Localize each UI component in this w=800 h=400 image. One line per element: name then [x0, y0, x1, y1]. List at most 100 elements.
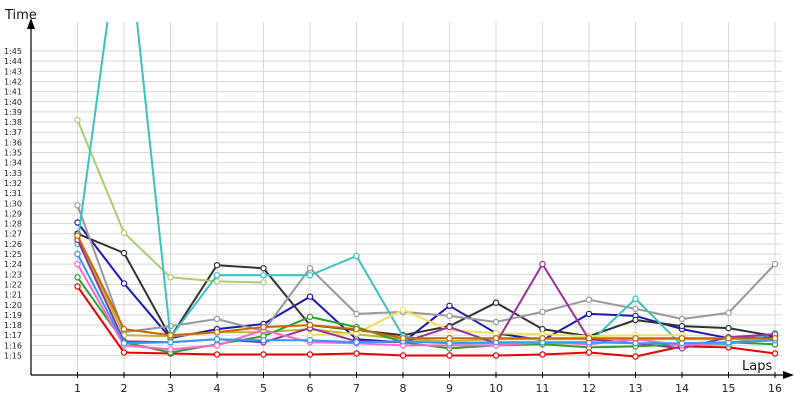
data-point	[539, 260, 546, 268]
tick-labels: 1:15 1:161:171:181:191:201:21 1:221:231:24…	[4, 47, 782, 395]
y-tick-label: 1:27	[4, 230, 22, 239]
x-tick-label: 14	[675, 382, 689, 395]
y-tick-label: 1:21	[4, 291, 22, 300]
data-point	[632, 353, 639, 360]
data-point	[492, 299, 500, 306]
x-tick-label: 1	[74, 382, 81, 395]
y-tick-label: 1:17	[4, 331, 22, 340]
data-point	[678, 335, 686, 342]
data-point	[120, 229, 128, 236]
data-point	[446, 335, 453, 342]
data-point	[539, 325, 546, 333]
y-tick-label: 1:15	[4, 352, 22, 361]
data-point	[120, 349, 128, 356]
data-point	[353, 310, 360, 318]
series-1	[74, 283, 779, 360]
data-point	[306, 321, 314, 329]
data-point	[306, 337, 314, 344]
y-tick-label: 1:40	[4, 98, 22, 107]
data-point	[399, 335, 407, 342]
data-point	[167, 274, 174, 281]
series-5	[74, 116, 267, 286]
data-point	[213, 278, 221, 285]
data-point	[678, 315, 686, 323]
y-tick-label: 1:34	[4, 159, 22, 168]
data-point	[213, 336, 221, 343]
series-2	[74, 219, 779, 346]
y-tick-label: 1:43	[4, 67, 22, 76]
data-point	[306, 313, 314, 321]
data-point	[492, 352, 500, 359]
data-point	[213, 329, 221, 336]
y-tick-label: 1:38	[4, 118, 22, 127]
y-tick-label: 1:30	[4, 199, 22, 208]
x-tick-label: 8	[400, 382, 407, 395]
data-point	[213, 272, 221, 279]
y-tick-label: 1:18	[4, 321, 22, 330]
series-line	[76, 204, 776, 334]
data-point	[771, 260, 779, 268]
y-tick-label: 1:28	[4, 220, 22, 229]
data-point	[585, 310, 593, 318]
series-line	[76, 253, 776, 345]
data-point	[306, 351, 314, 358]
y-tick-label: 1:39	[4, 108, 22, 117]
x-tick-label: 7	[353, 382, 360, 395]
data-point	[213, 342, 221, 349]
y-tick-label: 1:16	[4, 341, 22, 350]
data-point	[725, 335, 732, 342]
y-tick-label: 1:26	[4, 240, 22, 249]
data-point	[446, 340, 453, 347]
x-axis-arrow	[783, 371, 794, 379]
series-7	[74, 233, 779, 345]
data-point	[260, 351, 267, 358]
y-tick-label: 1:19	[4, 311, 22, 320]
data-point	[725, 309, 732, 317]
data-point	[585, 349, 593, 356]
y-tick-label: 1:31	[4, 189, 22, 198]
data-point	[446, 312, 453, 320]
data-point	[446, 323, 453, 331]
series-6	[74, 22, 779, 349]
data-point	[492, 318, 500, 326]
data-point	[353, 325, 360, 333]
data-point	[399, 306, 407, 313]
data-point	[632, 305, 639, 312]
data-point	[632, 335, 639, 342]
x-tick-label: 13	[629, 382, 643, 395]
y-axis-arrow	[27, 18, 35, 29]
data-point	[260, 265, 267, 272]
x-tick-label: 10	[489, 382, 503, 395]
series-line	[76, 285, 776, 358]
data-point	[632, 295, 639, 302]
data-point	[213, 351, 221, 358]
data-point	[167, 332, 174, 339]
data-point	[260, 337, 267, 344]
data-point	[260, 323, 267, 331]
y-tick-label: 1:25	[4, 250, 22, 259]
y-tick-label: 1:29	[4, 209, 22, 218]
data-point	[539, 335, 546, 342]
x-tick-label: 4	[214, 382, 221, 395]
data-point	[213, 315, 221, 323]
x-tick-label: 5	[260, 382, 267, 395]
data-point	[306, 293, 314, 300]
y-tick-label: 1:36	[4, 138, 22, 147]
y-tick-label: 1:41	[4, 88, 22, 97]
data-point	[74, 250, 81, 258]
y-tick-label: 1:44	[4, 57, 22, 66]
x-tick-label: 2	[121, 382, 128, 395]
y-tick-label: 1:32	[4, 179, 22, 188]
data-point	[74, 202, 81, 209]
data-point	[446, 352, 453, 359]
x-tick-label: 3	[167, 382, 174, 395]
y-tick-label: 1:37	[4, 128, 22, 137]
y-axis-label: Time	[4, 8, 37, 23]
data-point	[120, 340, 128, 347]
data-point	[74, 116, 81, 124]
y-tick-label: 1:23	[4, 270, 22, 279]
data-point	[678, 340, 686, 347]
data-point	[167, 346, 174, 353]
series-13	[74, 232, 779, 342]
